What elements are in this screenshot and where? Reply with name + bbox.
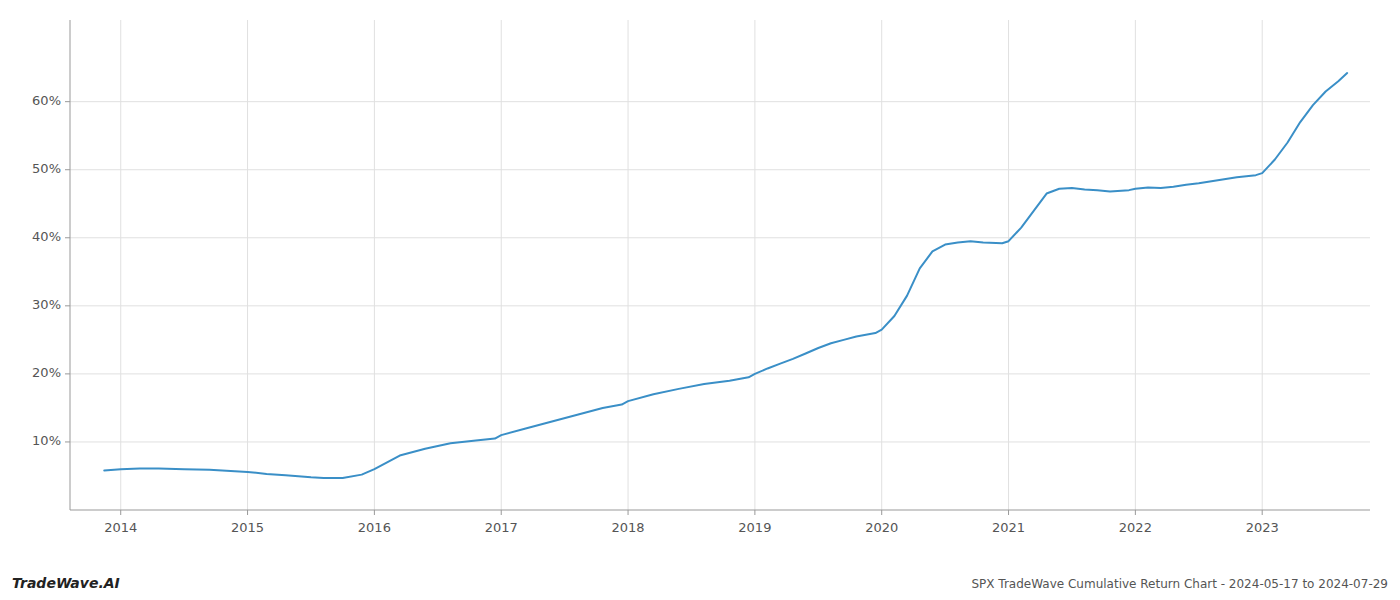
y-tick-label: 60%	[32, 93, 61, 108]
series	[104, 73, 1347, 478]
x-grid-line	[628, 20, 629, 510]
x-tick	[501, 510, 502, 515]
y-grid-line	[70, 441, 1370, 442]
x-grid-line	[501, 20, 502, 510]
x-tick-label: 2018	[612, 520, 645, 535]
y-tick	[65, 169, 70, 170]
x-tick	[374, 510, 375, 515]
y-tick-label: 40%	[32, 229, 61, 244]
y-tick	[65, 441, 70, 442]
x-tick	[247, 510, 248, 515]
x-grid-line	[1008, 20, 1009, 510]
x-tick	[881, 510, 882, 515]
y-grid-line	[70, 169, 1370, 170]
x-grid-line	[1262, 20, 1263, 510]
y-axis-line	[70, 20, 71, 510]
x-grid-line	[1135, 20, 1136, 510]
grid	[70, 20, 1370, 510]
x-tick-label: 2016	[358, 520, 391, 535]
x-grid-line	[247, 20, 248, 510]
y-tick	[65, 237, 70, 238]
x-tick-label: 2015	[231, 520, 264, 535]
x-axis-line	[70, 510, 1370, 511]
x-tick	[628, 510, 629, 515]
watermark: TradeWave.AI	[12, 575, 120, 591]
y-grid-line	[70, 305, 1370, 306]
title: SPX TradeWave Cumulative Return Chart - …	[971, 577, 1388, 591]
x-grid-line	[881, 20, 882, 510]
y-grid-line	[70, 237, 1370, 238]
y-tick	[65, 305, 70, 306]
y-tick-label: 20%	[32, 365, 61, 380]
y-tick	[65, 373, 70, 374]
x-tick-label: 2022	[1119, 520, 1152, 535]
x-tick	[754, 510, 755, 515]
x-tick-label: 2020	[865, 520, 898, 535]
y-grid-line	[70, 373, 1370, 374]
y-tick-label: 50%	[32, 161, 61, 176]
x-tick	[1135, 510, 1136, 515]
y-tick-label: 30%	[32, 297, 61, 312]
x-grid-line	[754, 20, 755, 510]
x-tick-label: 2017	[485, 520, 518, 535]
y-tick-label: 10%	[32, 433, 61, 448]
x-tick-label: 2014	[104, 520, 137, 535]
y-grid-line	[70, 101, 1370, 102]
x-grid-line	[120, 20, 121, 510]
x-tick-label: 2023	[1246, 520, 1279, 535]
x-grid-line	[374, 20, 375, 510]
axes: 10% 20% 30% 40% 50% 60% 2014 2015 2016 2017 2018 20…	[32, 20, 1370, 535]
x-tick	[1262, 510, 1263, 515]
x-tick-label: 2021	[992, 520, 1025, 535]
y-tick	[65, 101, 70, 102]
x-tick	[1008, 510, 1009, 515]
chart: 10% 20% 30% 40% 50% 60% 2014 2015 2016 2017 2018 20…	[0, 0, 1400, 600]
x-tick	[120, 510, 121, 515]
line	[104, 73, 1347, 478]
x-tick-label: 2019	[738, 520, 771, 535]
